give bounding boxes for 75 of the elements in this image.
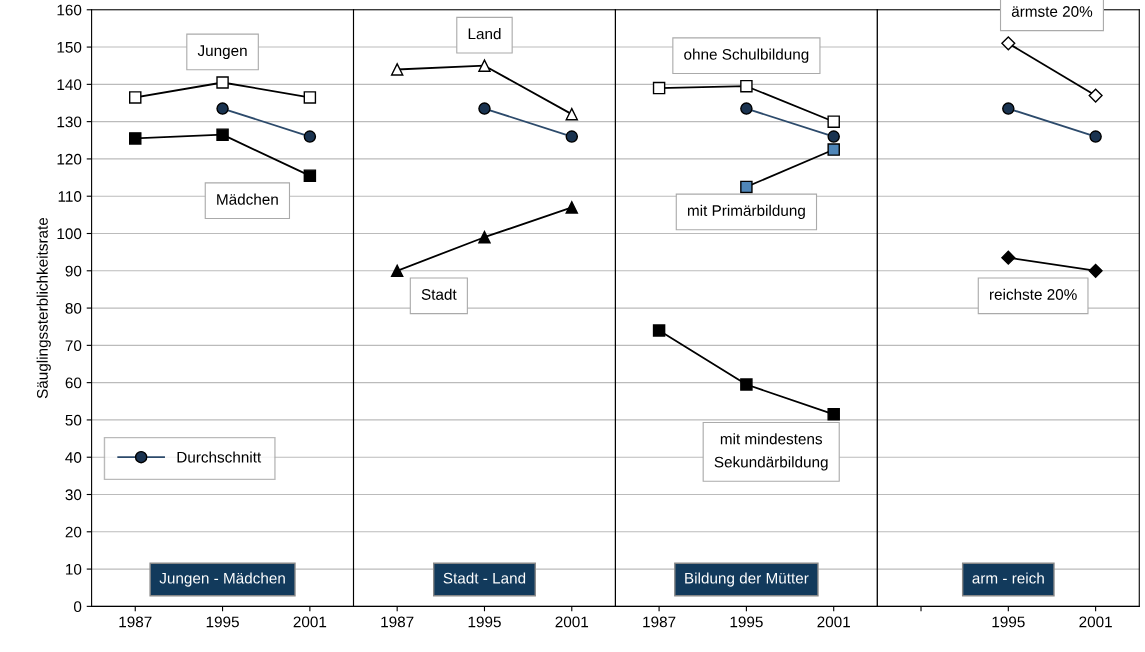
point xyxy=(827,115,840,128)
series-label: Land xyxy=(468,28,501,40)
annotation: Jungen - Mädchen xyxy=(159,572,285,587)
annotation: Stadt - Land xyxy=(443,572,526,584)
y-tick-label: 40 xyxy=(65,452,82,463)
point xyxy=(129,132,142,145)
point xyxy=(216,128,229,141)
y-tick-label: 120 xyxy=(57,153,82,165)
point xyxy=(478,59,491,72)
y-tick-label: 80 xyxy=(65,302,82,314)
point xyxy=(740,102,753,115)
point xyxy=(478,102,491,115)
point xyxy=(303,91,317,104)
series-label: reichste 20% xyxy=(989,288,1077,300)
point xyxy=(1002,102,1015,115)
y-tick-label: 0 xyxy=(73,601,82,613)
y-tick-label: 20 xyxy=(65,526,82,538)
x-tick-label: 1987 xyxy=(119,616,152,628)
point xyxy=(216,102,229,115)
y-tick-label: 70 xyxy=(65,340,82,352)
annotation: Bildung der Mütter xyxy=(685,572,809,587)
point xyxy=(740,378,753,391)
y-tick-label: 130 xyxy=(57,116,82,128)
point xyxy=(1088,263,1103,278)
series-label: mit Primärbildung xyxy=(687,204,805,220)
point xyxy=(216,76,229,89)
series-label: Stadt xyxy=(421,288,457,300)
y-tick-label: 90 xyxy=(65,265,82,277)
point xyxy=(1089,130,1102,143)
legend-label: Durchschnitt xyxy=(177,451,262,463)
x-tick-label: 2001 xyxy=(817,616,850,628)
point xyxy=(1001,36,1016,51)
point xyxy=(129,91,142,104)
x-tick-label: 2001 xyxy=(555,616,589,628)
y-tick-label: 110 xyxy=(58,191,82,202)
point xyxy=(303,130,317,143)
point xyxy=(740,180,753,194)
y-tick-label: 150 xyxy=(57,41,82,53)
point xyxy=(565,130,579,143)
x-tick-label: 1995 xyxy=(468,616,501,628)
point xyxy=(740,79,753,93)
point xyxy=(652,81,666,95)
series-label: ohne Schulbildung xyxy=(684,48,809,63)
y-tick-label: 60 xyxy=(65,377,82,389)
x-tick-label: 2001 xyxy=(1079,616,1112,628)
x-tick-label: 2001 xyxy=(293,616,327,628)
y-tick-label: 160 xyxy=(57,4,82,16)
point xyxy=(390,264,404,278)
point xyxy=(827,143,840,156)
point xyxy=(1088,88,1103,103)
y-tick-label: 50 xyxy=(65,414,82,426)
point xyxy=(303,169,317,182)
point xyxy=(390,63,404,76)
series-label: ärmste 20% xyxy=(1011,6,1093,17)
point xyxy=(1001,250,1016,265)
series-label: mit mindestens Sekundärbildung xyxy=(714,433,828,471)
point xyxy=(565,107,579,121)
point xyxy=(827,408,840,421)
point xyxy=(652,324,666,337)
x-tick-label: 1987 xyxy=(381,616,414,628)
y-tick-label: 30 xyxy=(65,489,82,501)
x-tick-label: 1995 xyxy=(206,616,239,628)
point xyxy=(565,201,579,214)
y-tick-label: 10 xyxy=(66,563,82,575)
x-tick-label: 1995 xyxy=(730,616,763,628)
annotation: arm - reich xyxy=(972,572,1044,584)
series-label: Mädchen xyxy=(217,193,278,205)
y-tick-label: 140 xyxy=(57,79,82,91)
x-tick-label: 1995 xyxy=(992,616,1025,628)
point xyxy=(478,230,491,244)
y-tick-label: 100 xyxy=(57,228,82,240)
point xyxy=(827,130,840,143)
series-label: Jungen xyxy=(197,45,247,60)
y-axis-title: Säuglingssterblichkeitsrate xyxy=(36,217,51,399)
x-tick-label: 1987 xyxy=(643,616,676,628)
